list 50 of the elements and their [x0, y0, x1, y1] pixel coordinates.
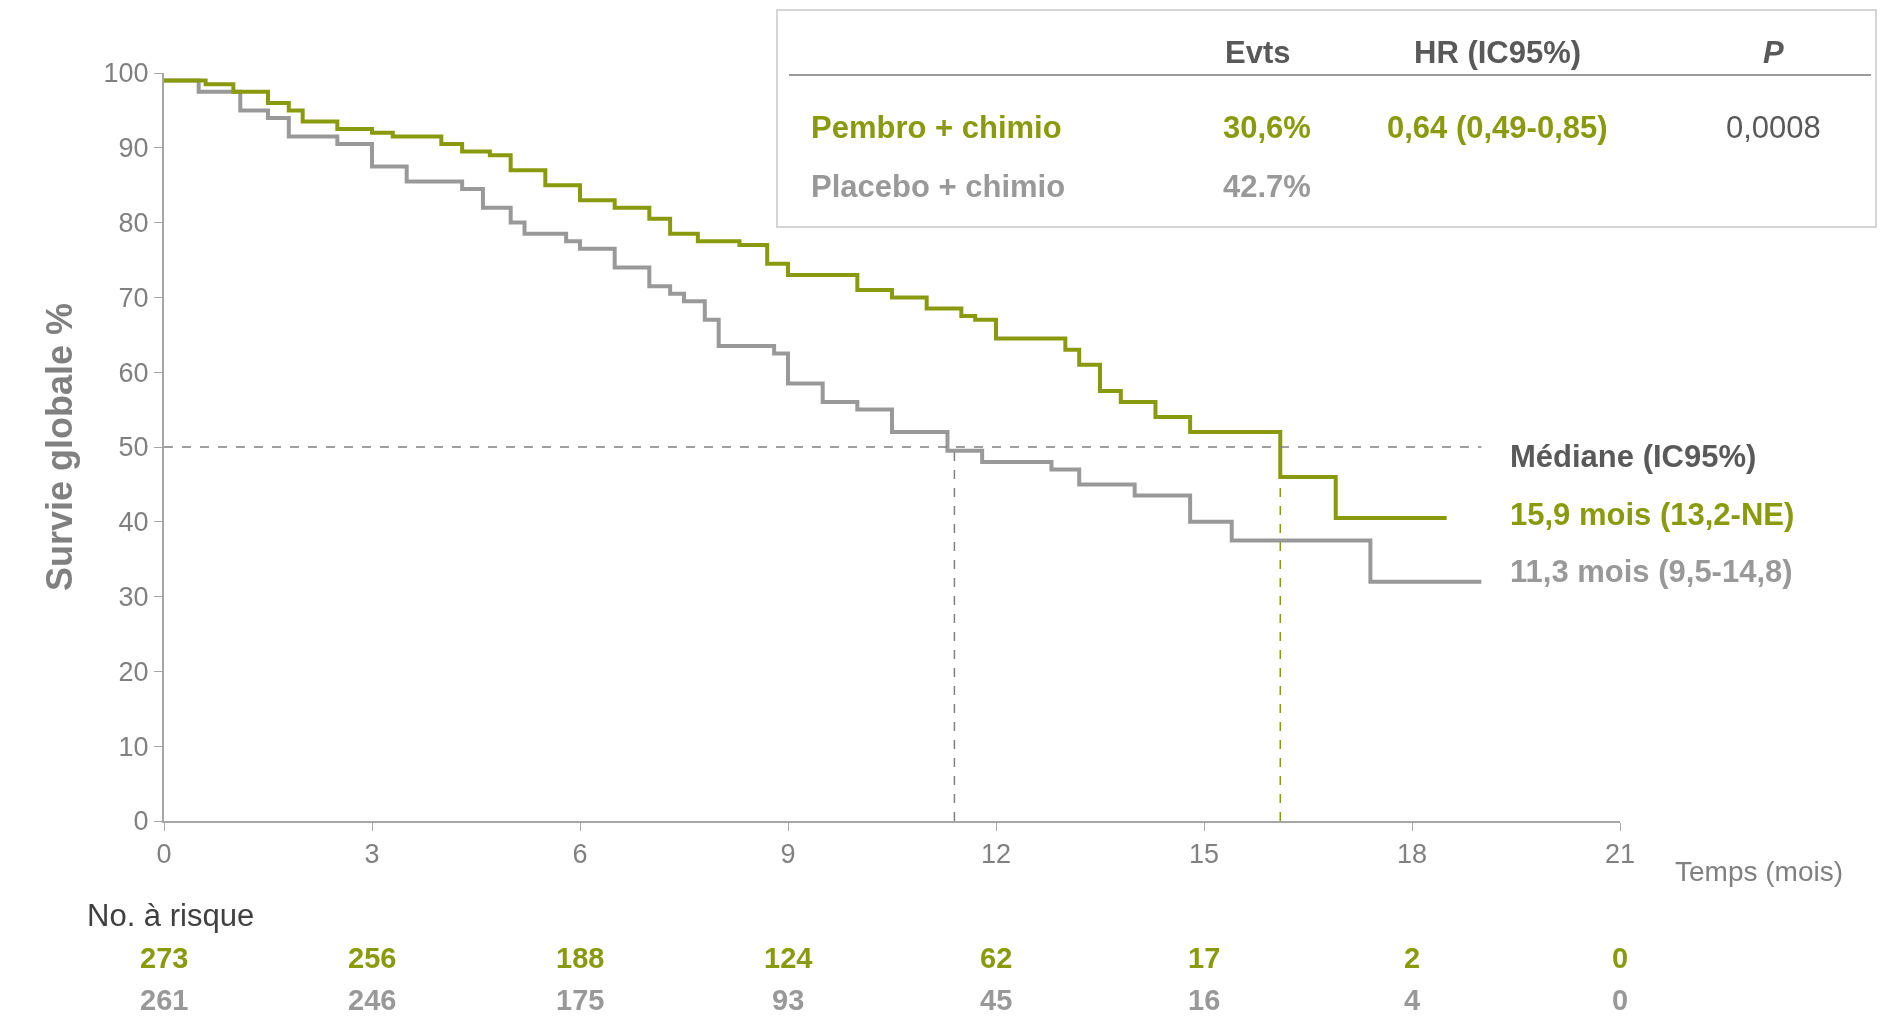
- text: 2: [1404, 942, 1421, 974]
- text: 45: [980, 984, 1013, 1016]
- annotation: 30,6%: [1223, 110, 1311, 145]
- text: 261: [140, 984, 189, 1016]
- annotation: Médiane (IC95%): [1510, 439, 1757, 474]
- annotation: 0,64 (0,49-0,85): [1387, 110, 1608, 145]
- y-tick-label: 90: [118, 133, 149, 164]
- text: 16: [1188, 984, 1221, 1016]
- annotation: 15,9 mois (13,2-NE): [1510, 497, 1795, 532]
- text: 93: [772, 984, 805, 1016]
- text: 0,0008: [1726, 110, 1821, 145]
- y-tick-label: 80: [118, 208, 149, 239]
- annotation: 42.7%: [1223, 169, 1311, 204]
- x-tick-label: 18: [1396, 839, 1428, 870]
- y-tick-label: 30: [118, 582, 149, 613]
- x-tick-label: 6: [572, 839, 588, 870]
- text: 0: [1612, 942, 1629, 974]
- text: 0: [1612, 984, 1629, 1016]
- x-tick-label: 15: [1188, 839, 1220, 870]
- text: 124: [764, 942, 813, 974]
- y-tick-label: 100: [103, 58, 149, 89]
- y-tick-label: 10: [118, 731, 149, 762]
- text: Evts: [1225, 35, 1291, 70]
- text: 256: [348, 942, 397, 974]
- x-axis-title: Temps (mois): [1675, 856, 1844, 887]
- y-tick-label: 70: [118, 282, 149, 313]
- text: P: [1763, 35, 1784, 70]
- text: 175: [556, 984, 605, 1016]
- text: 62: [980, 942, 1013, 974]
- x-tick-label: 21: [1604, 839, 1636, 870]
- y-tick-label: 40: [118, 507, 149, 538]
- text: 4: [1404, 984, 1421, 1016]
- text: HR (IC95%): [1414, 35, 1582, 70]
- y-tick-label: 50: [118, 432, 149, 463]
- text: 17: [1188, 942, 1221, 974]
- text: Pembro + chimio: [811, 110, 1062, 145]
- x-tick-label: 0: [156, 839, 172, 870]
- text: No. à risque: [87, 898, 255, 933]
- y-axis-title: Survie globale %: [38, 302, 80, 592]
- y-tick-label: 0: [133, 806, 149, 837]
- x-tick-label: 12: [980, 839, 1012, 870]
- text: Placebo + chimio: [811, 169, 1066, 204]
- y-tick-label: 20: [118, 656, 149, 687]
- text: 273: [140, 942, 189, 974]
- text: 246: [348, 984, 397, 1016]
- annotation: 11,3 mois (9,5-14,8): [1510, 554, 1793, 589]
- x-tick-label: 9: [780, 839, 796, 870]
- x-tick-label: 3: [364, 839, 380, 870]
- text: 188: [556, 942, 605, 974]
- y-tick-label: 60: [118, 357, 149, 388]
